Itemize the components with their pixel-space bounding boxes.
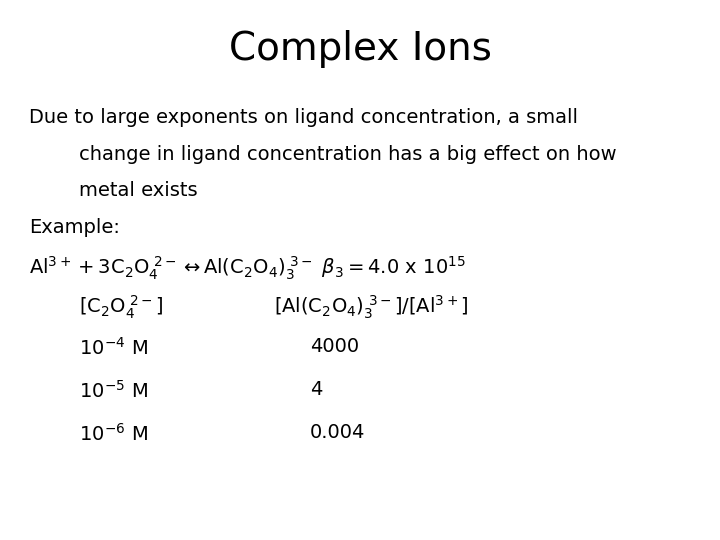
Text: 4000: 4000 (310, 336, 359, 356)
Text: Due to large exponents on ligand concentration, a small: Due to large exponents on ligand concent… (29, 108, 577, 127)
Text: $10^{-6}\ \mathsf{M}$: $10^{-6}\ \mathsf{M}$ (79, 423, 148, 445)
Text: Complex Ions: Complex Ions (228, 30, 492, 68)
Text: $\mathsf{Al}^{3+} + 3\mathsf{C}_2\mathsf{O}_4^{\ 2-} \leftrightarrow \mathsf{Al(: $\mathsf{Al}^{3+} + 3\mathsf{C}_2\mathsf… (29, 255, 466, 282)
Text: metal exists: metal exists (79, 181, 198, 200)
Text: $[\mathsf{Al(C}_2\mathsf{O}_4)_3^{\ 3-}]/[\mathsf{Al}^{3+}]$: $[\mathsf{Al(C}_2\mathsf{O}_4)_3^{\ 3-}]… (274, 293, 468, 321)
Text: Example:: Example: (29, 218, 120, 237)
Text: $[\mathsf{C}_2\mathsf{O}_4^{\ 2-}]$: $[\mathsf{C}_2\mathsf{O}_4^{\ 2-}]$ (79, 293, 163, 321)
Text: $10^{-4}\ \mathsf{M}$: $10^{-4}\ \mathsf{M}$ (79, 336, 148, 359)
Text: 4: 4 (310, 380, 322, 399)
Text: 0.004: 0.004 (310, 423, 365, 442)
Text: $10^{-5}\ \mathsf{M}$: $10^{-5}\ \mathsf{M}$ (79, 380, 148, 402)
Text: change in ligand concentration has a big effect on how: change in ligand concentration has a big… (79, 145, 617, 164)
